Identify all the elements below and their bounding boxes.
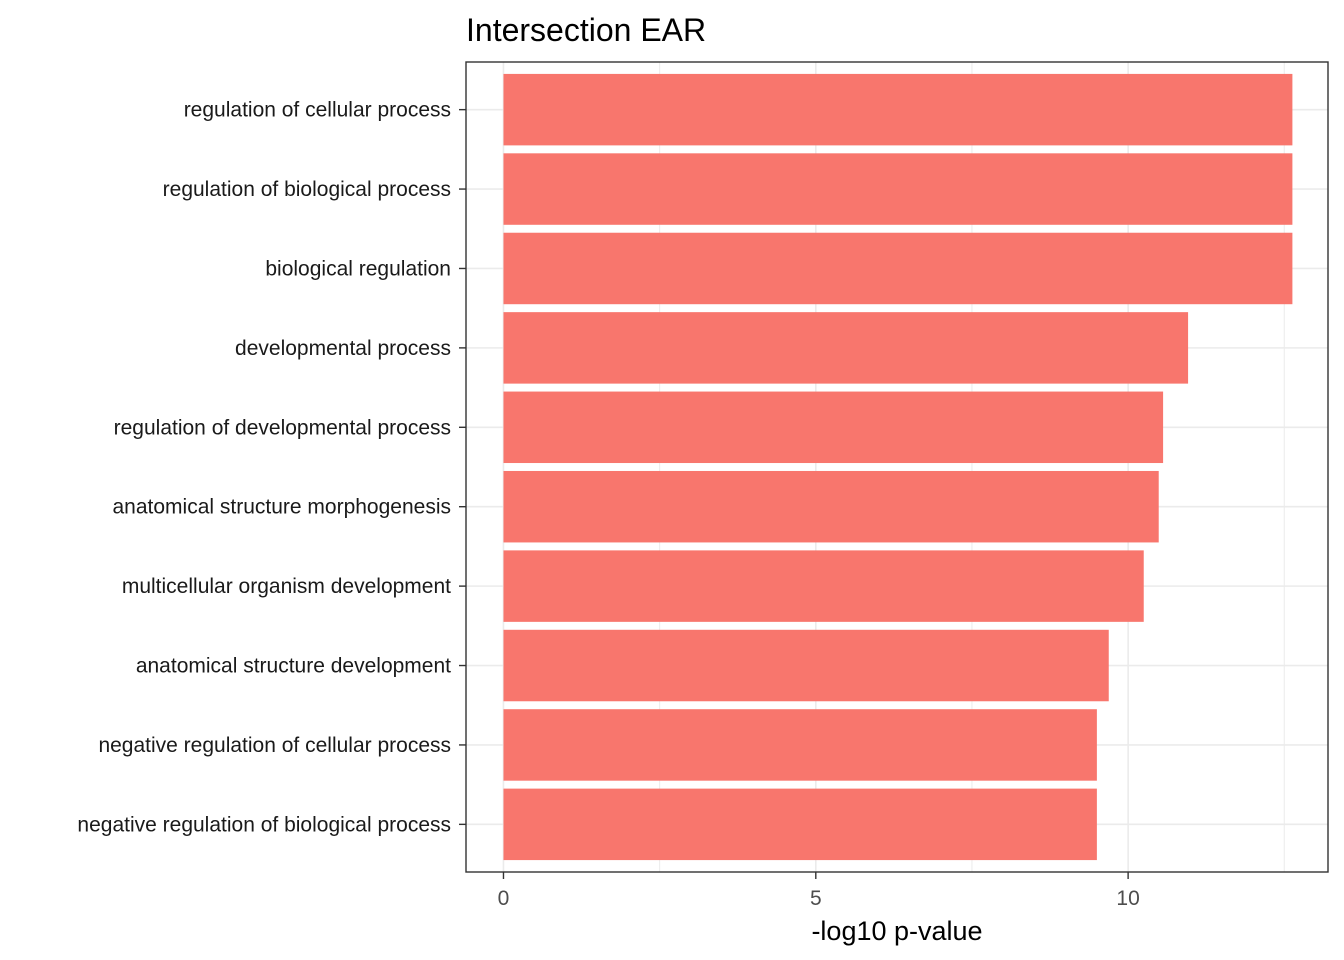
bar	[503, 470, 1159, 543]
y-tick-label: regulation of biological process	[163, 178, 451, 201]
bar	[503, 73, 1293, 146]
bar	[503, 153, 1293, 225]
y-axis: regulation of cellular process regulation…	[77, 99, 466, 836]
bar	[503, 232, 1293, 305]
x-tick-label: 10	[1116, 887, 1139, 910]
y-tick-label: multicellular organism development	[122, 575, 451, 598]
y-tick-label: regulation of cellular process	[184, 99, 451, 122]
y-tick-label: negative regulation of cellular process	[98, 734, 451, 757]
y-tick-label: regulation of developmental process	[114, 416, 451, 439]
bar	[503, 312, 1189, 384]
bar	[503, 788, 1097, 861]
y-tick-label: anatomical structure development	[136, 655, 451, 678]
y-tick-label: negative regulation of biological proces…	[77, 813, 451, 836]
y-tick-label: anatomical structure morphogenesis	[112, 496, 451, 519]
bar	[503, 550, 1144, 622]
x-axis: 0 5 10	[498, 872, 1140, 910]
bar	[503, 629, 1109, 702]
bar	[503, 391, 1164, 464]
bar	[503, 709, 1097, 781]
bars	[503, 73, 1293, 861]
chart-title: Intersection EAR	[466, 12, 706, 48]
y-tick-label: biological regulation	[265, 257, 451, 280]
x-axis-title: -log10 p-value	[811, 916, 982, 946]
plot-panel-border	[465, 61, 1329, 873]
x-tick-label: 5	[810, 887, 822, 910]
y-tick-label: developmental process	[235, 337, 451, 360]
x-tick-label: 0	[498, 887, 510, 910]
